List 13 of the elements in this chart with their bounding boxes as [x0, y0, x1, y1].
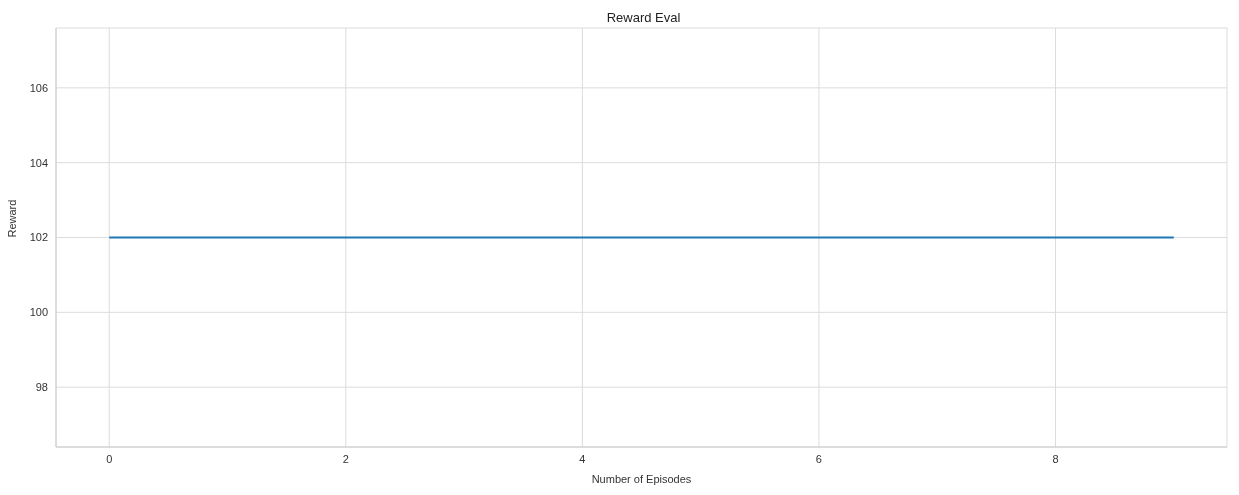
x-axis-title: Number of Episodes: [591, 473, 692, 485]
x-tick-label: 2: [342, 452, 349, 465]
y-tick-label: 106: [29, 81, 48, 94]
x-tick-label: 4: [579, 452, 586, 465]
chart-title: Reward Eval: [605, 10, 682, 25]
x-tick-label: 6: [815, 452, 822, 465]
x-tick-label: 0: [106, 452, 113, 465]
y-tick-label: 100: [29, 306, 48, 319]
y-tick-label: 98: [35, 381, 48, 394]
y-axis-title: Reward: [5, 199, 18, 238]
y-tick-label: 102: [29, 231, 48, 244]
y-tick-label: 104: [29, 156, 48, 169]
x-tick-label: 8: [1052, 452, 1059, 465]
